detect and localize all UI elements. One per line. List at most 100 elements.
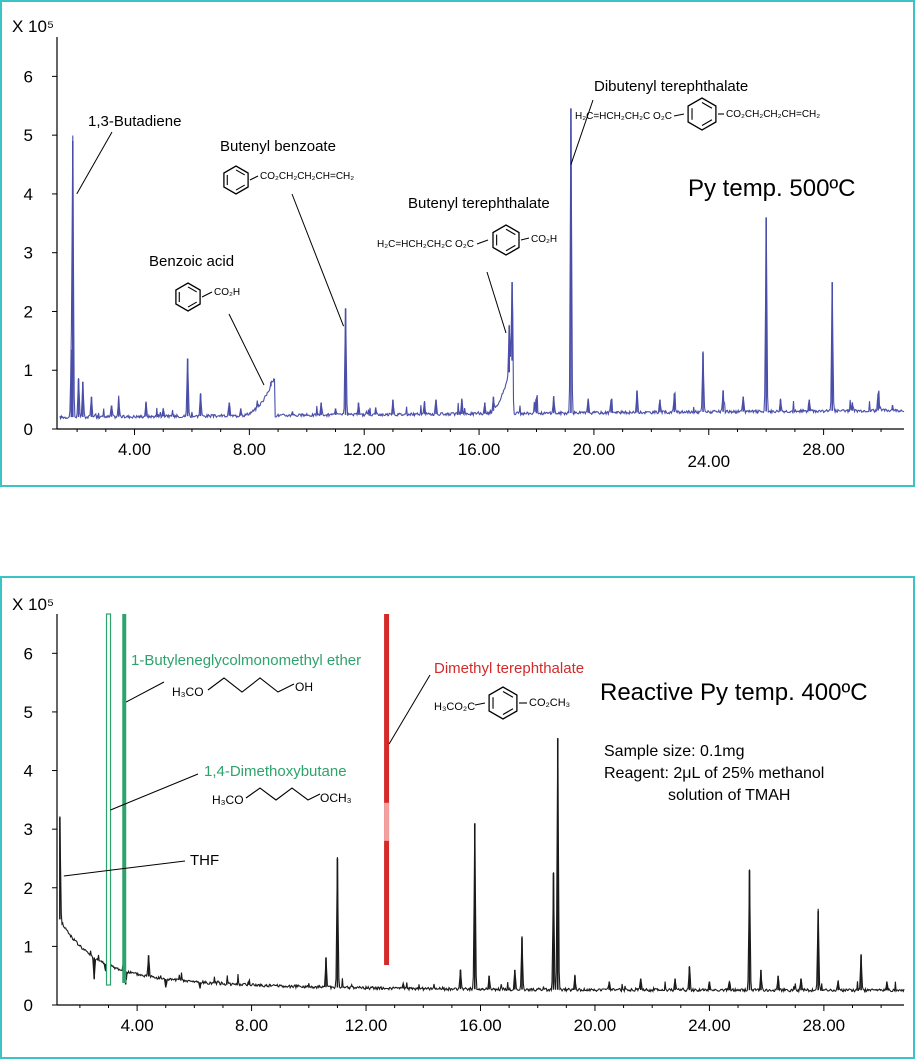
dimethyl-terephthalate-structure xyxy=(488,686,518,720)
annotation-leader xyxy=(63,860,186,877)
x-tick-label: 28.00 xyxy=(802,440,845,459)
y-tick-label: 4 xyxy=(24,762,33,781)
y-tick-label: 0 xyxy=(24,996,33,1015)
bond xyxy=(201,291,213,298)
carbon-chain xyxy=(245,787,321,801)
annotation-formula: CO₂H xyxy=(531,234,557,245)
highlighted-peak xyxy=(384,614,390,965)
annotation-label: 1,4-Dimethoxybutane xyxy=(204,763,347,780)
benzene-double-bond xyxy=(701,119,713,126)
sample-size-text: Sample size: 0.1mg xyxy=(604,743,745,760)
y-tick-label: 3 xyxy=(24,820,33,839)
benzene-double-bond xyxy=(187,286,198,293)
benzene-double-bond xyxy=(502,708,514,715)
x-tick-label: 8.00 xyxy=(233,440,266,459)
x-tick-label: 24.00 xyxy=(687,452,730,471)
annotation-formula: CO₂CH₂CH₂CH=CH₂ xyxy=(260,171,354,182)
annotation-label: Butenyl terephthalate xyxy=(408,195,550,212)
y-tick-label: 2 xyxy=(24,302,33,321)
annotation-formula: H₃CO₂C xyxy=(434,701,475,713)
annotation-label: Butenyl benzoate xyxy=(220,138,336,155)
x-tick-label: 16.00 xyxy=(459,1016,502,1035)
annotation-leader xyxy=(570,99,594,165)
highlighted-peak xyxy=(122,614,127,983)
carbon-chain xyxy=(207,677,295,693)
highlighted-peak-segment xyxy=(384,802,390,841)
y-tick-label: 5 xyxy=(24,703,33,722)
x-tick-label: 4.00 xyxy=(118,440,151,459)
x-tick-label: 20.00 xyxy=(573,440,616,459)
condition-label: Py temp. 500ºC xyxy=(688,175,856,202)
y-tick-label: 6 xyxy=(24,67,33,86)
benzene-double-bond xyxy=(187,301,198,308)
annotation-formula: CO₂H xyxy=(214,287,240,298)
benzene-double-bond xyxy=(505,228,516,236)
benzene-double-bond xyxy=(235,184,246,191)
benzene-double-bond xyxy=(505,244,516,252)
chromatogram-top-panel: X 10⁵ 0 1 2 3 4 5 6 4.00 8.00 12.00 16.00 20.00 24.00… xyxy=(0,0,915,487)
benzene-double-bond xyxy=(235,169,246,176)
y-tick-label: 4 xyxy=(24,185,33,204)
annotation-formula: OH xyxy=(295,680,313,694)
butenyl-terephthalate-structure xyxy=(492,224,520,256)
benzene-ring xyxy=(175,282,201,312)
benzene-ring xyxy=(492,224,520,256)
benzene-ring xyxy=(488,686,518,720)
x-tick-label: 4.00 xyxy=(121,1016,154,1035)
annotation-label: Dimethyl terephthalate xyxy=(434,660,584,677)
chromatogram-bottom-panel: X 10⁵ 0 1 2 3 4 5 6 4.00 8.00 12.00 16.00 20.00 24.00… xyxy=(0,576,915,1059)
condition-label: Reactive Py temp. 400ºC xyxy=(600,679,868,706)
y-tick-label: 6 xyxy=(24,644,33,663)
annotation-formula: OCH₃ xyxy=(320,791,352,805)
chromatogram-trace xyxy=(59,108,905,421)
annotation-leader xyxy=(110,773,199,811)
annotation-leader xyxy=(388,674,431,745)
reagent-text: Reagent: 2μL of 25% methanol xyxy=(604,765,824,782)
benzoic-acid-structure xyxy=(175,282,201,312)
x-tick-label: 12.00 xyxy=(345,1016,388,1035)
benzene-double-bond xyxy=(701,102,713,109)
annotation-label: 1,3-Butadiene xyxy=(88,113,181,130)
y-tick-label: 0 xyxy=(24,420,33,439)
annotation-formula: CO₂CH₃ xyxy=(529,697,570,709)
highlighted-peak xyxy=(105,613,112,986)
chromatogram-top: X 10⁵ 0 1 2 3 4 5 6 4.00 8.00 12.00 16.00 20.00 24.00… xyxy=(12,17,905,471)
y-tick-label: 1 xyxy=(24,937,33,956)
annotation-label: THF xyxy=(190,852,219,869)
annotation-leader xyxy=(76,131,113,195)
y-multiplier-label: X 10⁵ xyxy=(12,17,54,36)
bond xyxy=(520,237,530,241)
y-multiplier-label: X 10⁵ xyxy=(12,595,54,614)
y-tick-label: 1 xyxy=(24,361,33,380)
x-tick-label: 16.00 xyxy=(458,440,501,459)
annotation-formula: H₃CO xyxy=(172,685,204,699)
annotation-leader xyxy=(291,193,345,327)
bond xyxy=(249,175,259,181)
annotation-label: Dibutenyl terephthalate xyxy=(594,78,748,95)
reagent-text: solution of TMAH xyxy=(668,787,790,804)
chromatogram-bottom: X 10⁵ 0 1 2 3 4 5 6 4.00 8.00 12.00 16.00 20.00 24.00… xyxy=(12,595,905,1035)
butenyl-benzoate-structure xyxy=(223,165,249,195)
bond xyxy=(474,702,486,706)
annotation-formula: H₂C=HCH₂CH₂C O₂C xyxy=(377,239,474,250)
annotation-leader xyxy=(486,271,507,334)
y-tick-label: 3 xyxy=(24,244,33,263)
benzene-ring xyxy=(687,97,717,131)
annotation-formula: H₃CO xyxy=(212,793,244,807)
annotation-leader xyxy=(228,313,265,386)
x-tick-label: 24.00 xyxy=(688,1016,731,1035)
annotation-formula: H₂C=HCH₂CH₂C O₂C xyxy=(575,111,672,122)
annotation-label: Benzoic acid xyxy=(149,253,234,270)
annotation-formula: CO₂CH₂CH₂CH=CH₂ xyxy=(726,109,820,120)
annotation-leader xyxy=(126,681,165,703)
x-tick-label: 8.00 xyxy=(235,1016,268,1035)
bond xyxy=(476,239,489,245)
dibutenyl-terephthalate-structure xyxy=(687,97,717,131)
benzene-ring xyxy=(223,165,249,195)
y-tick-label: 2 xyxy=(24,879,33,898)
y-tick-label: 5 xyxy=(24,126,33,145)
benzene-double-bond xyxy=(502,691,514,698)
x-tick-label: 28.00 xyxy=(803,1016,846,1035)
x-tick-label: 20.00 xyxy=(574,1016,617,1035)
bond xyxy=(673,113,685,117)
